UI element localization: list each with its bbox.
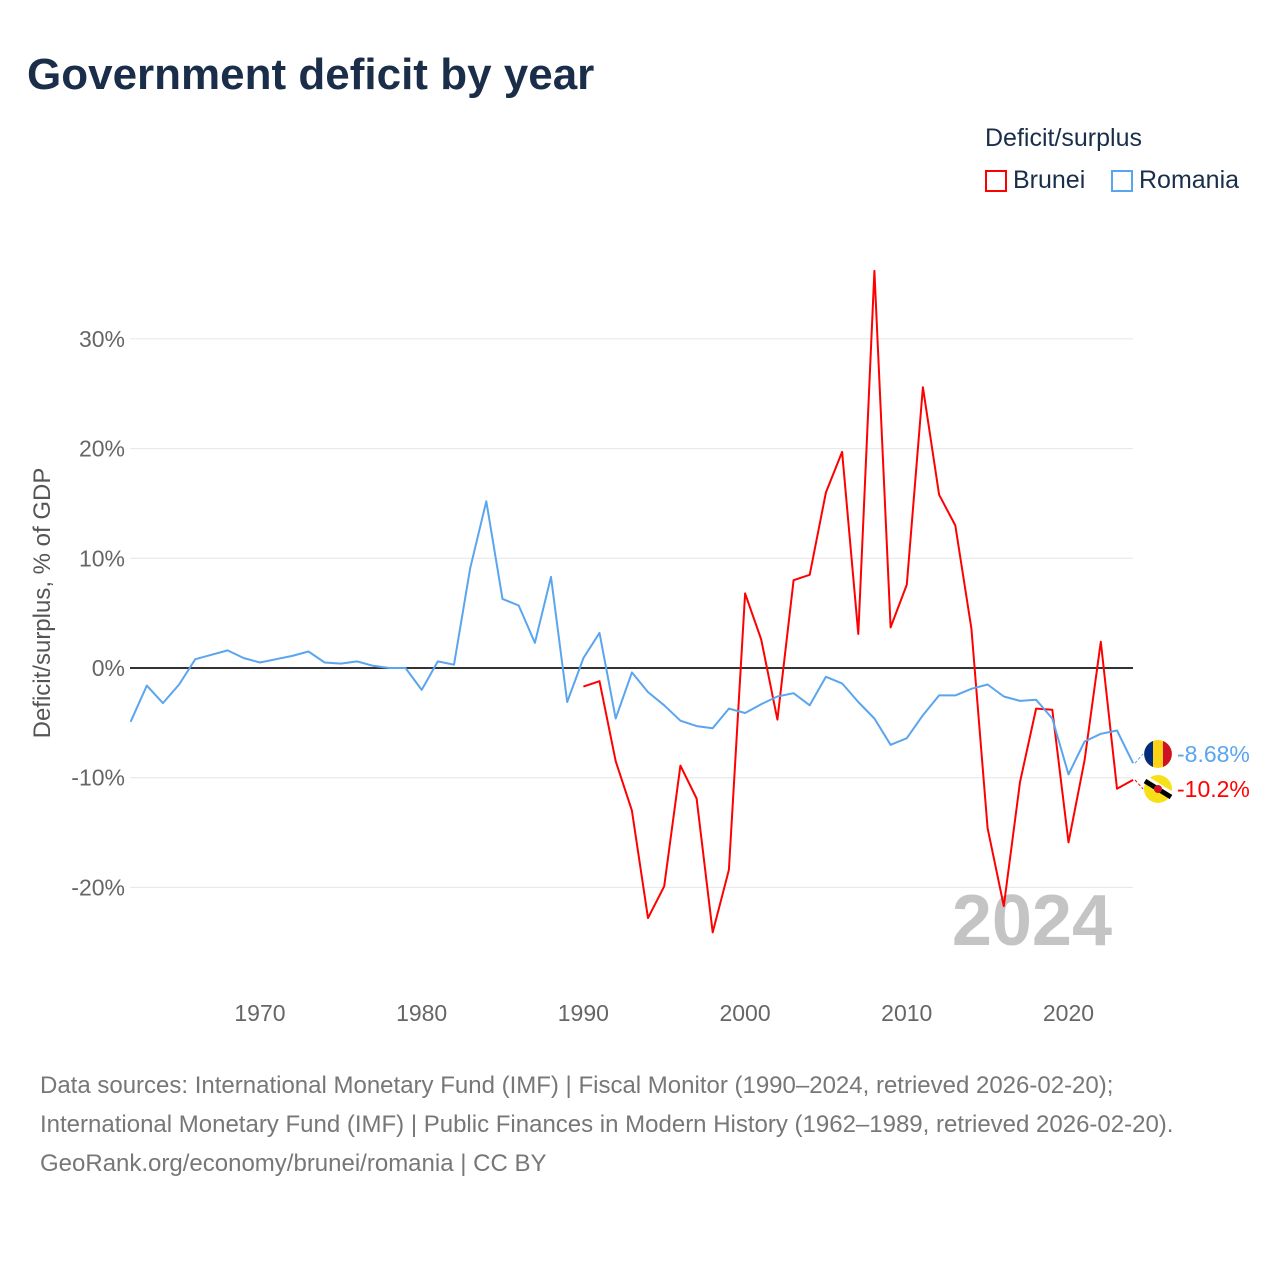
credit-link[interactable]: GeoRank.org/economy/brunei/romania | CC … (40, 1150, 547, 1177)
x-tick-label: 2010 (881, 1000, 932, 1026)
series-line-brunei (583, 269, 1134, 934)
flag-stripe-white (1145, 775, 1173, 795)
x-tick-label: 1990 (558, 1000, 609, 1026)
y-tick-label: 30% (79, 326, 125, 352)
y-axis-label: Deficit/surplus, % of GDP (29, 468, 56, 739)
legend-item-romania[interactable]: Romania (1111, 166, 1239, 195)
flag-red (1163, 741, 1172, 767)
flag-emblem (1154, 785, 1162, 793)
series-line-romania (129, 500, 1134, 776)
y-tick-label: 10% (79, 545, 125, 571)
end-label-brunei: -10.2% (1177, 776, 1250, 802)
footer: Data sources: International Monetary Fun… (40, 1066, 1240, 1183)
year-watermark: 2024 (952, 881, 1112, 961)
connector-brunei (1134, 779, 1144, 790)
legend-label: Romania (1139, 166, 1240, 194)
legend-swatch-brunei (985, 169, 1007, 192)
y-tick-label: -10% (71, 765, 125, 791)
legend-item-brunei[interactable]: Brunei (985, 166, 1085, 195)
x-tick-label: 1970 (234, 1000, 285, 1026)
y-tick-label: 20% (79, 436, 125, 462)
connector-romania (1134, 753, 1144, 764)
brunei-flag-icon (1143, 775, 1173, 803)
romania-flag-icon (1144, 740, 1172, 768)
end-label-romania: -8.68% (1177, 741, 1250, 767)
y-tick-label: -20% (71, 874, 125, 900)
legend-label: Brunei (1013, 166, 1086, 194)
x-tick-label: 1980 (396, 1000, 447, 1026)
y-tick-label: 0% (92, 655, 125, 681)
flag-blue (1144, 741, 1153, 767)
x-tick-label: 2000 (719, 1000, 770, 1026)
legend-swatch-romania (1111, 169, 1133, 192)
x-tick-label: 2020 (1043, 1000, 1094, 1026)
line-chart: 30% 20% 10% 0% -10% -20% 1970 1980 1990 2000 2010 2… (29, 269, 1250, 1026)
legend-title: Deficit/surplus (985, 124, 1142, 152)
page-title: Government deficit by year (27, 50, 595, 99)
data-sources: Data sources: International Monetary Fun… (40, 1072, 1174, 1138)
